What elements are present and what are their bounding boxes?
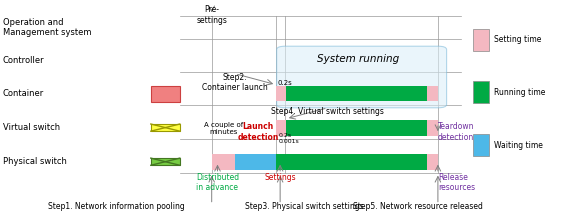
Bar — [276, 120, 286, 136]
Text: Physical switch: Physical switch — [3, 157, 67, 166]
Bar — [427, 86, 438, 101]
Text: Pre-
settings: Pre- settings — [196, 6, 227, 25]
Text: System running: System running — [317, 54, 400, 64]
Bar — [427, 154, 438, 170]
Text: A couple of
minutes: A couple of minutes — [204, 122, 243, 135]
Text: Controller: Controller — [3, 56, 45, 65]
Bar — [151, 86, 180, 102]
Text: Setting time: Setting time — [494, 35, 541, 44]
Bar — [473, 29, 489, 51]
Bar — [473, 81, 489, 103]
Text: Teardown
detection: Teardown detection — [438, 122, 474, 141]
Text: 0.2s: 0.2s — [279, 133, 292, 138]
Text: Running time: Running time — [494, 88, 545, 97]
Bar — [427, 120, 438, 136]
Text: Launch
detection: Launch detection — [237, 122, 279, 141]
Bar — [235, 154, 276, 170]
Text: Waiting time: Waiting time — [494, 141, 542, 150]
Text: Settings: Settings — [264, 173, 296, 182]
Text: Virtual switch: Virtual switch — [3, 123, 60, 132]
Bar — [276, 86, 286, 101]
Text: Step4. Virtual switch settings: Step4. Virtual switch settings — [271, 107, 384, 116]
Bar — [276, 154, 427, 170]
Text: 0.2s: 0.2s — [278, 80, 292, 86]
Bar — [151, 124, 180, 131]
Text: Step5. Network resource released: Step5. Network resource released — [353, 202, 483, 211]
FancyBboxPatch shape — [277, 46, 447, 108]
Bar — [212, 154, 235, 170]
Text: Step3. Physical switch settings: Step3. Physical switch settings — [245, 202, 364, 211]
Text: Step1. Network information pooling: Step1. Network information pooling — [48, 202, 184, 211]
Text: Release
resources: Release resources — [438, 173, 475, 192]
Bar — [151, 158, 180, 165]
Text: 0.001s: 0.001s — [279, 139, 300, 144]
Bar — [473, 134, 489, 156]
Bar — [286, 86, 427, 101]
Text: Distributed
in advance: Distributed in advance — [196, 173, 239, 192]
Text: Operation and
Management system: Operation and Management system — [3, 18, 92, 37]
Text: Container: Container — [3, 89, 44, 98]
Bar — [286, 120, 427, 136]
Text: Step2.
Container launch: Step2. Container launch — [202, 73, 268, 92]
